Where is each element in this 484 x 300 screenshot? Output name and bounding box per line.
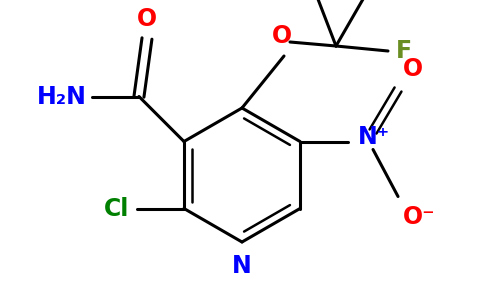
Text: O: O bbox=[403, 58, 423, 82]
Text: O⁻: O⁻ bbox=[403, 205, 436, 229]
Text: O: O bbox=[272, 24, 292, 48]
Text: Cl: Cl bbox=[104, 196, 129, 220]
Text: N: N bbox=[232, 254, 252, 278]
Text: N⁺: N⁺ bbox=[358, 124, 390, 148]
Text: H₂N: H₂N bbox=[37, 85, 87, 109]
Text: F: F bbox=[396, 39, 412, 63]
Text: O: O bbox=[137, 7, 157, 31]
